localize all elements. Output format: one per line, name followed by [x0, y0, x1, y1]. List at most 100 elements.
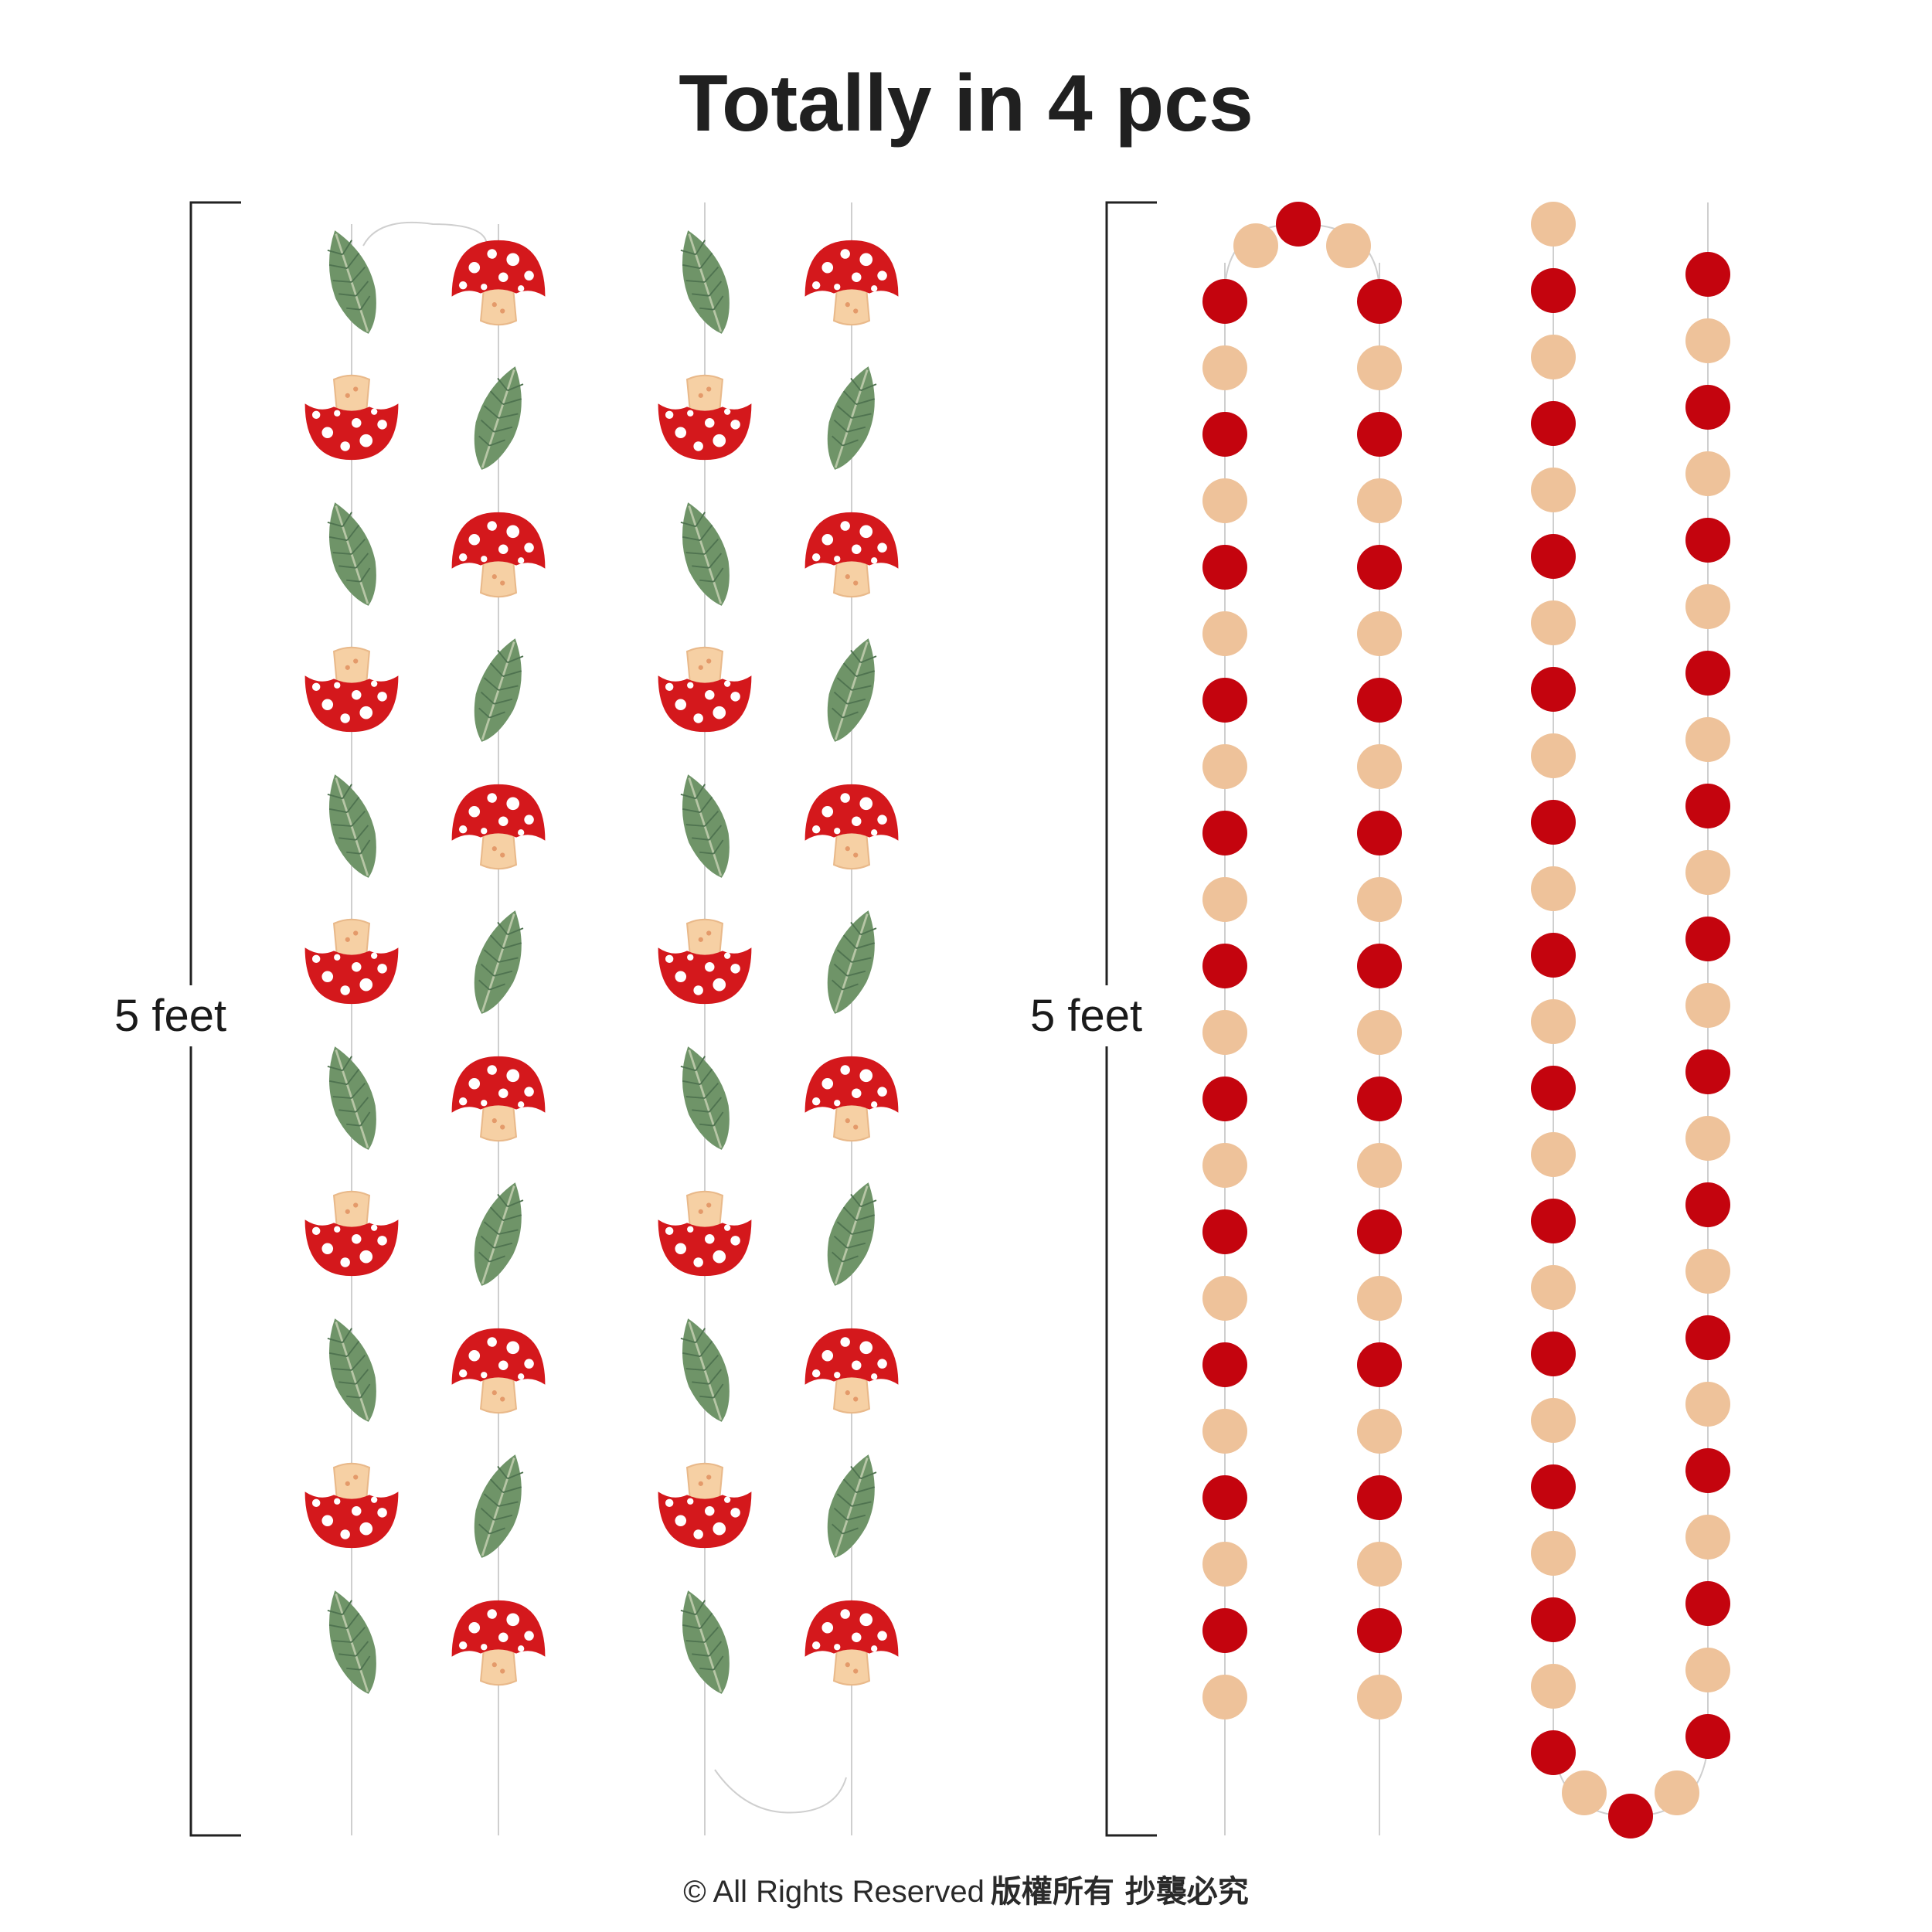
circle-dot-icon — [1531, 1332, 1576, 1376]
page-title: Totally in 4 pcs — [679, 59, 1253, 148]
circle-dot-icon — [1202, 1209, 1247, 1254]
mushroom-icon — [657, 374, 753, 461]
circle-dot-icon — [1531, 600, 1576, 645]
mushroom-icon — [804, 783, 900, 870]
circle-dot-icon — [1685, 1182, 1730, 1227]
length-label-left: 5 feet — [114, 985, 227, 1046]
circle-dot-icon — [1357, 744, 1402, 789]
circle-dot-icon — [1531, 933, 1576, 978]
mushroom-icon — [451, 1599, 546, 1686]
circle-dot-icon — [1531, 1664, 1576, 1709]
circle-dot-icon — [1685, 518, 1730, 563]
circle-dot-icon — [1202, 478, 1247, 523]
mushroom-leaf-garland-1 — [304, 223, 546, 1702]
circle-dot-icon — [1685, 318, 1730, 363]
mushroom-icon — [804, 1599, 900, 1686]
circle-dot-icon — [1531, 1531, 1576, 1576]
circle-dot-icon — [1685, 917, 1730, 961]
circle-dot-icon — [1655, 1770, 1699, 1815]
circle-dot-icon — [1531, 1464, 1576, 1509]
circle-dot-icon — [1357, 1475, 1402, 1520]
circle-dot-icon — [1202, 345, 1247, 390]
circle-dot-icon — [1531, 1265, 1576, 1310]
circle-dot-icon — [1202, 1675, 1247, 1719]
length-label-right: 5 feet — [1030, 985, 1143, 1046]
circle-dot-icon — [1202, 1276, 1247, 1321]
circle-dot-icon — [1685, 1116, 1730, 1161]
circle-dot-icon — [1202, 1409, 1247, 1454]
circle-dot-icon — [1531, 667, 1576, 712]
circle-dot-icon — [1202, 1143, 1247, 1188]
mushroom-icon — [657, 1190, 753, 1277]
dot-garland-1 — [1202, 202, 1402, 1719]
circle-dot-icon — [1357, 1608, 1402, 1653]
circle-dot-icon — [1685, 385, 1730, 430]
circle-dot-icon — [1685, 1382, 1730, 1427]
mushroom-icon — [304, 646, 400, 733]
circle-dot-icon — [1685, 1648, 1730, 1692]
circle-dot-icon — [1531, 733, 1576, 778]
circle-dot-icon — [1531, 468, 1576, 512]
circle-dot-icon — [1531, 999, 1576, 1044]
circle-dot-icon — [1202, 545, 1247, 590]
circle-dot-icon — [1202, 744, 1247, 789]
circle-dot-icon — [1685, 451, 1730, 496]
circle-dot-icon — [1357, 1342, 1402, 1387]
mushroom-icon — [657, 646, 753, 733]
mushroom-icon — [304, 374, 400, 461]
circle-dot-icon — [1357, 279, 1402, 324]
circle-dot-icon — [1685, 983, 1730, 1028]
mushroom-icon — [804, 1327, 900, 1414]
circle-dot-icon — [1685, 1515, 1730, 1560]
circle-dot-icon — [1685, 1581, 1730, 1626]
circle-dot-icon — [1357, 345, 1402, 390]
circle-dot-icon — [1357, 1143, 1402, 1188]
mushroom-icon — [657, 918, 753, 1005]
circle-dot-icon — [1357, 1077, 1402, 1121]
mushroom-icon — [451, 239, 546, 326]
circle-dot-icon — [1531, 866, 1576, 911]
circle-dot-icon — [1608, 1794, 1653, 1838]
mushroom-icon — [451, 511, 546, 598]
circle-dot-icon — [1202, 279, 1247, 324]
circle-dot-icon — [1202, 1542, 1247, 1587]
circle-dot-icon — [1531, 1597, 1576, 1642]
circle-dot-icon — [1357, 1010, 1402, 1055]
circle-dot-icon — [1531, 1066, 1576, 1111]
circle-dot-icon — [1202, 611, 1247, 656]
circle-dot-icon — [1202, 1077, 1247, 1121]
circle-dot-icon — [1357, 478, 1402, 523]
circle-dot-icon — [1357, 545, 1402, 590]
copyright-notice: © All Rights Reserved 版權所有 抄襲必究 — [0, 1866, 1932, 1911]
circle-dot-icon — [1202, 1608, 1247, 1653]
circle-dot-icon — [1685, 1049, 1730, 1094]
dot-garland-2 — [1531, 202, 1730, 1838]
copyright-text: © All Rights Reserved — [683, 1875, 985, 1909]
mushroom-icon — [657, 1462, 753, 1549]
circle-dot-icon — [1685, 850, 1730, 895]
mushroom-icon — [804, 239, 900, 326]
circle-dot-icon — [1685, 717, 1730, 762]
circle-dot-icon — [1531, 335, 1576, 379]
circle-dot-icon — [1202, 678, 1247, 723]
mushroom-icon — [451, 1327, 546, 1414]
circle-dot-icon — [1685, 651, 1730, 696]
circle-dot-icon — [1685, 1249, 1730, 1294]
mushroom-icon — [804, 1055, 900, 1142]
circle-dot-icon — [1685, 584, 1730, 629]
mushroom-icon — [451, 783, 546, 870]
circle-dot-icon — [1276, 202, 1321, 247]
circle-dot-icon — [1357, 811, 1402, 855]
circle-dot-icon — [1357, 1409, 1402, 1454]
circle-dot-icon — [1357, 412, 1402, 457]
copyright-cjk-text: 版權所有 抄襲必究 — [990, 1873, 1249, 1910]
circle-dot-icon — [1357, 877, 1402, 922]
mushroom-icon — [304, 1190, 400, 1277]
circle-dot-icon — [1531, 534, 1576, 579]
circle-dot-icon — [1531, 1132, 1576, 1177]
mushroom-leaf-garland-2 — [657, 223, 900, 1702]
circle-dot-icon — [1357, 1542, 1402, 1587]
circle-dot-icon — [1685, 784, 1730, 828]
circle-dot-icon — [1357, 1675, 1402, 1719]
